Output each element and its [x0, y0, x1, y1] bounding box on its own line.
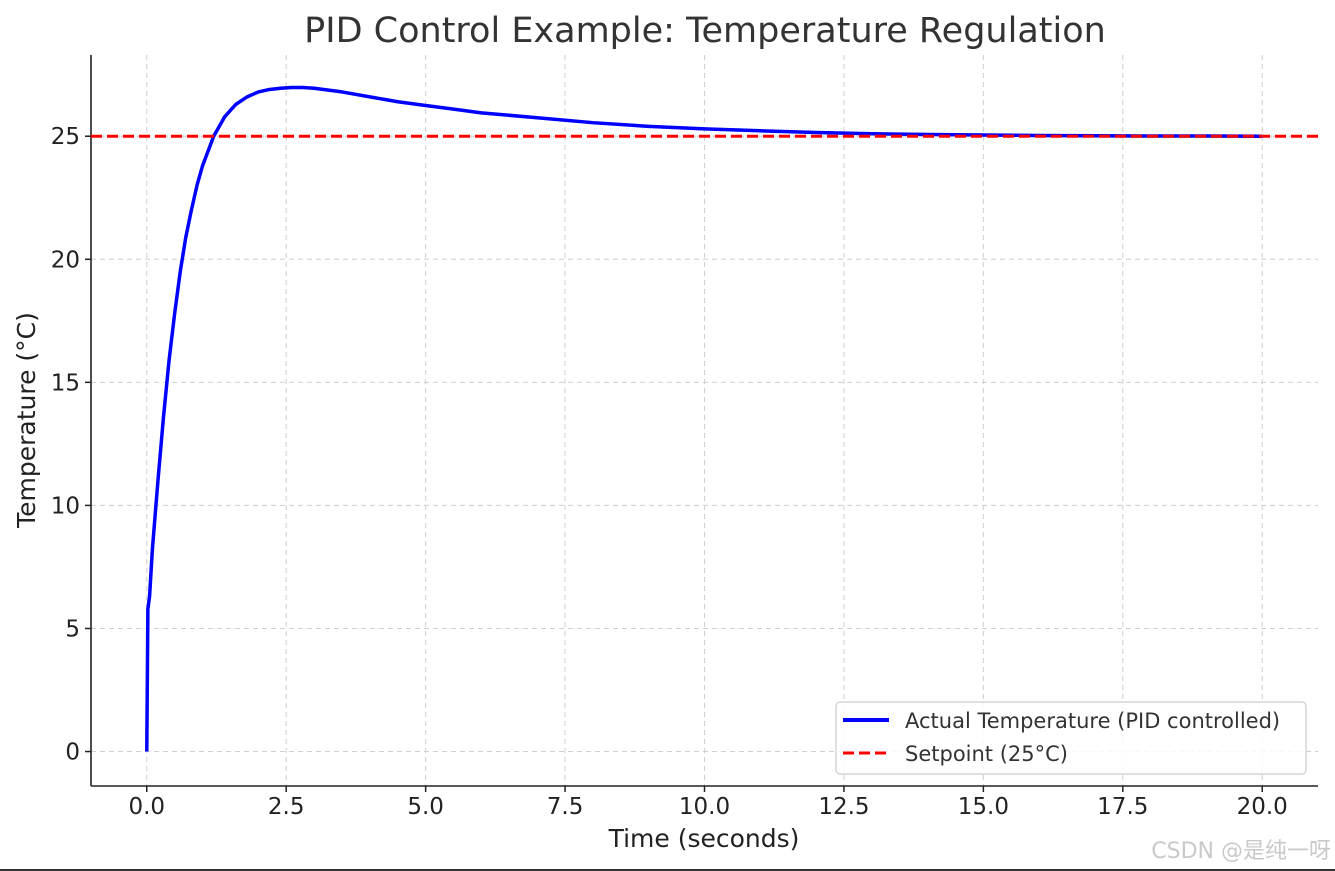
- y-tick-label: 0: [65, 740, 80, 766]
- chart-title: PID Control Example: Temperature Regulat…: [304, 11, 1106, 51]
- x-ticks: 0.0 2.5 5.0 7.5 10.0 12.5 15.0 17.5 20.0: [128, 786, 1288, 820]
- bottom-border: [0, 869, 1335, 871]
- y-tick-label: 20: [51, 247, 80, 273]
- legend-box: [835, 701, 1307, 775]
- y-ticks: 0 5 10 15 20 25: [51, 124, 91, 766]
- legend-label-setpoint: Setpoint (25°C): [905, 742, 1068, 766]
- grid-lines: [91, 55, 1318, 786]
- x-tick-label: 12.5: [818, 794, 869, 820]
- watermark: CSDN @是纯一呀: [1151, 839, 1331, 864]
- x-axis-label: Time (seconds): [608, 824, 800, 853]
- y-tick-label: 25: [51, 124, 80, 150]
- series-line-0: [145, 85, 1263, 752]
- y-tick-label: 10: [51, 493, 80, 519]
- x-tick-label: 17.5: [1097, 794, 1148, 820]
- x-tick-label: 0.0: [128, 794, 165, 820]
- x-tick-label: 15.0: [958, 794, 1009, 820]
- y-axis-label: Temperature (°C): [12, 312, 41, 529]
- x-tick-label: 10.0: [679, 794, 730, 820]
- legend-label-actual-temperature: Actual Temperature (PID controlled): [905, 709, 1280, 733]
- y-tick-label: 5: [65, 616, 80, 642]
- x-tick-label: 2.5: [268, 794, 305, 820]
- x-tick-label: 7.5: [547, 794, 584, 820]
- series-group: [91, 85, 1318, 752]
- x-tick-label: 20.0: [1237, 794, 1288, 820]
- legend: Actual Temperature (PID controlled) Setp…: [835, 701, 1307, 775]
- x-tick-label: 5.0: [407, 794, 444, 820]
- y-tick-label: 15: [51, 370, 80, 396]
